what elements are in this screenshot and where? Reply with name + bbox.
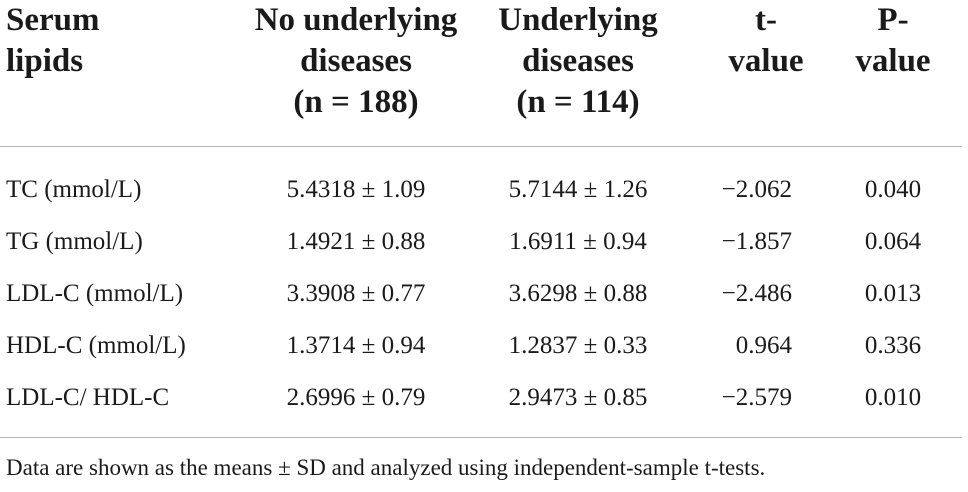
header-text: No underlying (254, 2, 458, 38)
header-text: lipids (6, 43, 84, 79)
table-row: LDL-C (mmol/L) 3.3908 ± 0.77 3.6298 ± 0.… (0, 268, 962, 320)
table-row: HDL-C (mmol/L) 1.3714 ± 0.94 1.2837 ± 0.… (0, 320, 962, 372)
table-row: TG (mmol/L) 1.4921 ± 0.88 1.6911 ± 0.94 … (0, 216, 962, 268)
cell-p-value: 0.040 (864, 176, 922, 203)
header-text: Underlying (498, 2, 658, 38)
cell-no-underlying: 5.4318 ± 1.09 (286, 176, 426, 203)
header-text: (n = 188) (293, 84, 419, 120)
cell-underlying: 5.7144 ± 1.26 (508, 176, 648, 203)
cell-no-underlying: 3.3908 ± 0.77 (286, 280, 426, 307)
header-text: (n = 114) (516, 84, 640, 120)
header-text: diseases (300, 43, 412, 79)
header-no-underlying-diseases: No underlying diseases (n = 188) (236, 0, 476, 123)
cell-t-value: −2.579 (721, 384, 792, 411)
header-serum-lipids: Serum lipids (6, 0, 206, 82)
table-footnote: Data are shown as the means ± SD and ana… (6, 455, 766, 480)
footer-divider (0, 437, 962, 438)
cell-lipid: HDL-C (mmol/L) (6, 332, 186, 359)
header-text: t- (755, 2, 777, 38)
cell-no-underlying: 1.3714 ± 0.94 (286, 332, 426, 359)
header-text: value (855, 43, 931, 79)
cell-t-value: −2.062 (721, 176, 792, 203)
cell-p-value: 0.010 (864, 384, 922, 411)
header-text: Serum (6, 2, 100, 38)
cell-no-underlying: 1.4921 ± 0.88 (286, 228, 426, 255)
cell-lipid: TC (mmol/L) (6, 176, 142, 203)
table-row: TC (mmol/L) 5.4318 ± 1.09 5.7144 ± 1.26 … (0, 164, 962, 216)
header-t-value: t- value (718, 0, 814, 82)
header-underlying-diseases: Underlying diseases (n = 114) (488, 0, 668, 123)
cell-p-value: 0.064 (864, 228, 922, 255)
cell-underlying: 3.6298 ± 0.88 (508, 280, 648, 307)
cell-p-value: 0.336 (864, 332, 922, 359)
cell-no-underlying: 2.6996 ± 0.79 (286, 384, 426, 411)
cell-lipid: LDL-C (mmol/L) (6, 280, 184, 307)
cell-lipid: TG (mmol/L) (6, 228, 143, 255)
cell-lipid: LDL-C/ HDL-C (6, 384, 170, 411)
cell-t-value: 0.964 (735, 332, 792, 359)
cell-t-value: −1.857 (721, 228, 792, 255)
table-row: LDL-C/ HDL-C 2.6996 ± 0.79 2.9473 ± 0.85… (0, 372, 962, 424)
cell-underlying: 2.9473 ± 0.85 (508, 384, 648, 411)
header-divider (0, 146, 962, 147)
cell-t-value: −2.486 (721, 280, 792, 307)
header-text: diseases (522, 43, 634, 79)
header-text: P- (877, 2, 909, 38)
header-text: value (728, 43, 804, 79)
header-p-value: P- value (848, 0, 938, 82)
cell-p-value: 0.013 (864, 280, 922, 307)
cell-underlying: 1.2837 ± 0.33 (508, 332, 648, 359)
cell-underlying: 1.6911 ± 0.94 (509, 228, 647, 255)
